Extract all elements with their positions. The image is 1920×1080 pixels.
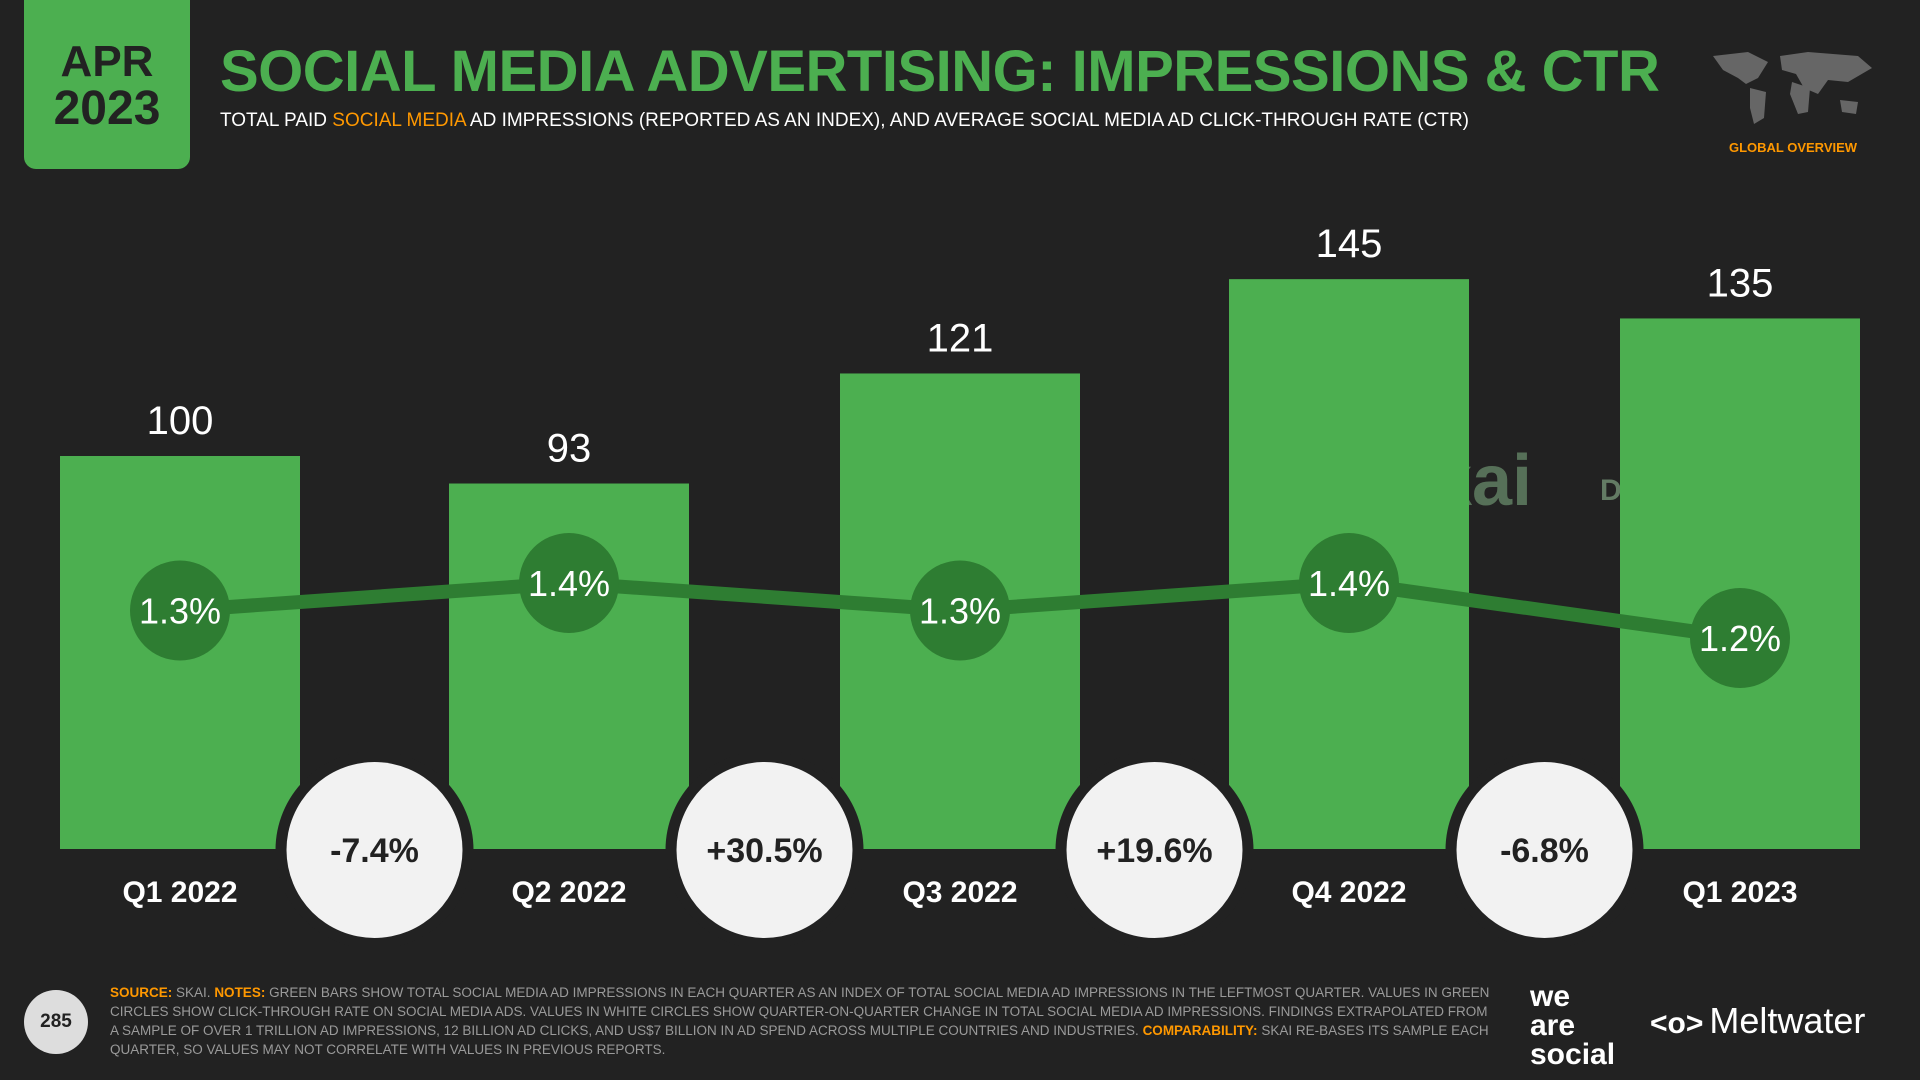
subtitle-highlight: SOCIAL MEDIA xyxy=(332,110,466,131)
date-badge: APR 2023 xyxy=(24,0,190,169)
source: SKAI. xyxy=(176,985,211,1000)
year: 2023 xyxy=(53,82,161,135)
change-label: +19.6% xyxy=(1096,832,1212,870)
title: SOCIAL MEDIA ADVERTISING: IMPRESSIONS & … xyxy=(220,39,1660,104)
x-tick-label: Q1 2023 xyxy=(1682,876,1797,909)
bar xyxy=(1620,318,1860,849)
ctr-point xyxy=(910,560,1010,661)
ctr-point xyxy=(130,560,230,661)
logo-text: Meltwater xyxy=(1709,1000,1866,1041)
logo-meltwater: <o> Meltwater xyxy=(1650,1000,1865,1042)
logo-word: social xyxy=(1530,1038,1616,1071)
ctr-point xyxy=(1299,533,1399,633)
subtitle-part: TOTAL PAID xyxy=(220,110,327,131)
comparability: SKAI RE-BASES ITS SAMPLE EACH QUARTER, S… xyxy=(110,1023,1489,1057)
change-circle xyxy=(1456,762,1633,938)
section-label: GLOBAL OVERVIEW xyxy=(1728,140,1858,155)
change-circle xyxy=(676,762,853,938)
ctr-label: 1.2% xyxy=(1699,618,1781,659)
change-circle xyxy=(1066,762,1243,938)
x-tick-label: Q3 2022 xyxy=(902,876,1017,909)
notes-label: NOTES: xyxy=(214,985,266,1000)
change-label: +30.5% xyxy=(706,832,822,870)
logo-word: we xyxy=(1530,980,1571,1013)
bar-value-label: 121 xyxy=(927,316,994,360)
change-circle xyxy=(286,762,463,938)
ctr-label: 1.4% xyxy=(1308,563,1390,604)
ctr-label: 1.3% xyxy=(139,591,221,632)
subtitle-part: AD IMPRESSIONS (REPORTED AS AN INDEX), A… xyxy=(469,110,1469,131)
month: APR xyxy=(60,37,154,86)
x-tick-label: Q2 2022 xyxy=(511,876,626,909)
bar-value-label: 145 xyxy=(1316,222,1383,266)
logo-word: are xyxy=(1530,1009,1576,1042)
notes: GREEN BARS SHOW TOTAL SOCIAL MEDIA AD IM… xyxy=(110,985,1490,1038)
ctr-label: 1.3% xyxy=(919,591,1001,632)
source-label: SOURCE: xyxy=(110,985,173,1000)
logo-icon: <o> xyxy=(1650,1007,1704,1040)
bar-value-label: 100 xyxy=(147,399,214,443)
x-tick-label: Q4 2022 xyxy=(1291,876,1406,909)
bar-value-label: 135 xyxy=(1707,261,1774,305)
ctr-label: 1.4% xyxy=(528,563,610,604)
world-map xyxy=(1713,52,1872,124)
x-tick-label: Q1 2022 xyxy=(122,876,237,909)
comparability-label: COMPARABILITY: xyxy=(1142,1023,1258,1038)
change-label: -7.4% xyxy=(330,832,419,870)
footnote: SOURCE: SKAI. NOTES: GREEN BARS SHOW TOT… xyxy=(110,983,1490,1059)
logo-we-are-social: we are social xyxy=(1530,980,1616,1071)
ctr-point xyxy=(519,533,619,633)
subtitle: TOTAL PAID SOCIAL MEDIA AD IMPRESSIONS (… xyxy=(220,110,1469,132)
bar-value-label: 93 xyxy=(547,427,592,471)
ctr-point xyxy=(1690,588,1790,688)
change-label: -6.8% xyxy=(1500,832,1589,870)
page-number: 285 xyxy=(24,990,88,1054)
